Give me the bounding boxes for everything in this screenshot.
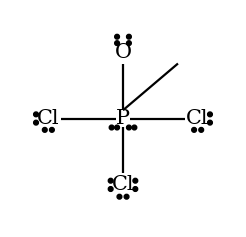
Circle shape — [132, 125, 137, 130]
Circle shape — [124, 194, 129, 199]
Circle shape — [192, 128, 197, 132]
Circle shape — [115, 125, 120, 130]
Circle shape — [108, 187, 113, 191]
Circle shape — [133, 178, 138, 183]
Circle shape — [199, 128, 204, 132]
Text: Cl: Cl — [186, 109, 209, 128]
Text: P: P — [116, 109, 130, 128]
Circle shape — [208, 112, 212, 117]
Circle shape — [126, 125, 131, 130]
Circle shape — [117, 194, 122, 199]
Circle shape — [42, 128, 47, 132]
Circle shape — [115, 41, 120, 46]
Circle shape — [109, 125, 114, 130]
Circle shape — [126, 41, 131, 46]
Text: Cl: Cl — [112, 175, 134, 194]
Text: Cl: Cl — [37, 109, 60, 128]
Circle shape — [126, 34, 131, 39]
Circle shape — [108, 178, 113, 183]
Circle shape — [34, 112, 38, 117]
Circle shape — [34, 120, 38, 125]
Circle shape — [49, 128, 54, 132]
Circle shape — [208, 120, 212, 125]
Circle shape — [115, 34, 120, 39]
Circle shape — [133, 187, 138, 191]
Text: O: O — [114, 43, 132, 62]
